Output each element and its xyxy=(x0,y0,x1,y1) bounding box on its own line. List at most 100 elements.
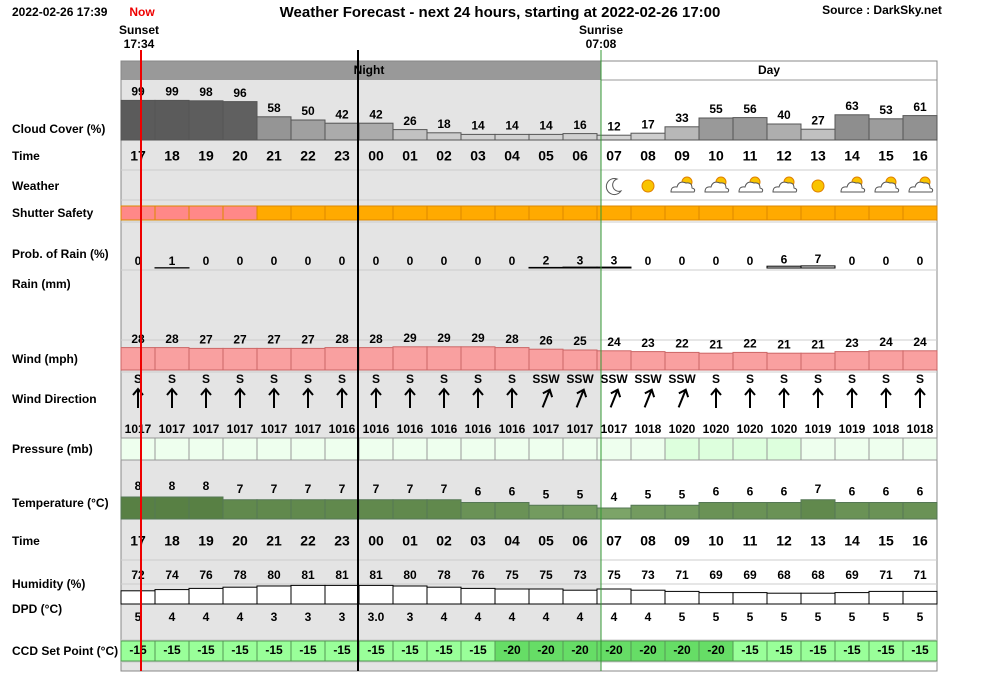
cell-value: 05 xyxy=(538,533,554,549)
temp-bar xyxy=(529,505,563,519)
cell-value: 0 xyxy=(679,254,686,268)
cell-value: 18 xyxy=(164,533,180,549)
cloud-bar xyxy=(835,115,869,140)
shutter-cell xyxy=(325,206,359,220)
cell-value: 81 xyxy=(301,568,315,582)
cell-value: 02 xyxy=(436,533,452,549)
cell-value: 0 xyxy=(407,254,414,268)
pressure-cell xyxy=(835,438,869,460)
temp-bar xyxy=(121,497,155,519)
cell-value: 80 xyxy=(403,568,417,582)
cell-value: 20 xyxy=(232,533,248,549)
shutter-cell xyxy=(495,206,529,220)
cell-value: -15 xyxy=(911,643,929,657)
cell-value: 22 xyxy=(743,337,757,351)
cell-value: 73 xyxy=(641,568,655,582)
cell-value: 3 xyxy=(611,253,618,267)
humidity-bar xyxy=(733,593,767,604)
cell-value: S xyxy=(168,372,176,386)
humidity-bar xyxy=(223,587,257,604)
cell-value: 81 xyxy=(335,568,349,582)
cell-value: 4 xyxy=(577,610,584,624)
cloud-bar xyxy=(801,129,835,140)
cell-value: 75 xyxy=(539,568,553,582)
rain-bar xyxy=(767,266,801,268)
cell-value: 6 xyxy=(849,485,856,499)
cell-value: 1020 xyxy=(737,422,764,436)
cell-value: 42 xyxy=(335,107,349,121)
shutter-cell xyxy=(529,206,563,220)
cell-value: 75 xyxy=(607,568,621,582)
cell-value: 6 xyxy=(509,485,516,499)
cell-value: 78 xyxy=(437,568,451,582)
cell-value: 5 xyxy=(917,610,924,624)
cell-value: 7 xyxy=(407,482,414,496)
shutter-cell xyxy=(699,206,733,220)
cell-value: 8 xyxy=(169,479,176,493)
cell-value: 99 xyxy=(165,85,179,99)
cloud-bar xyxy=(665,127,699,140)
humidity-bar xyxy=(427,587,461,604)
cell-value: 73 xyxy=(573,568,587,582)
cell-value: 76 xyxy=(471,568,485,582)
cell-value: 80 xyxy=(267,568,281,582)
humidity-bar xyxy=(495,589,529,604)
cell-value: 6 xyxy=(475,485,482,499)
temp-bar xyxy=(665,505,699,519)
shutter-cell xyxy=(903,206,937,220)
cell-value: 19 xyxy=(198,533,214,549)
cell-value: -15 xyxy=(129,643,147,657)
cell-value: -15 xyxy=(367,643,385,657)
temp-bar xyxy=(393,500,427,519)
wind-bar xyxy=(563,350,597,370)
cell-value: 96 xyxy=(233,86,247,100)
cell-value: 13 xyxy=(810,148,826,164)
cell-value: 76 xyxy=(199,568,213,582)
cell-value: 28 xyxy=(505,332,519,346)
pressure-cell xyxy=(223,438,257,460)
cell-value: S xyxy=(508,372,516,386)
cell-value: 1016 xyxy=(465,422,492,436)
shutter-cell xyxy=(733,206,767,220)
shutter-cell xyxy=(393,206,427,220)
cell-value: S xyxy=(338,372,346,386)
wind-bar xyxy=(801,353,835,370)
cell-value: 14 xyxy=(471,119,485,133)
cell-value: 07 xyxy=(606,533,622,549)
cell-value: 11 xyxy=(743,533,758,549)
cell-value: 22 xyxy=(300,533,316,549)
cell-value: 1016 xyxy=(329,422,356,436)
pressure-cell xyxy=(393,438,427,460)
cell-value: 4 xyxy=(237,610,244,624)
cell-value: 1016 xyxy=(431,422,458,436)
cell-value: -20 xyxy=(537,643,555,657)
pressure-cell xyxy=(291,438,325,460)
cell-value: 4 xyxy=(203,610,210,624)
cell-value: 12 xyxy=(776,533,792,549)
humidity-bar xyxy=(257,586,291,604)
cell-value: 0 xyxy=(645,254,652,268)
pressure-cell xyxy=(563,438,597,460)
pressure-cell xyxy=(631,438,665,460)
wind-arrow xyxy=(674,388,690,409)
cell-value: 55 xyxy=(709,102,723,116)
cell-value: -15 xyxy=(775,643,793,657)
cell-value: 1019 xyxy=(839,422,866,436)
cell-value: 4 xyxy=(475,610,482,624)
row-label: Rain (mm) xyxy=(12,277,71,291)
cell-value: 3 xyxy=(407,610,414,624)
pressure-cell xyxy=(325,438,359,460)
cell-value: 08 xyxy=(640,148,656,164)
cell-value: 3 xyxy=(577,253,584,267)
cloud-bar xyxy=(767,124,801,140)
cell-value: 17 xyxy=(641,117,655,131)
cloud-bar xyxy=(223,102,257,140)
cell-value: 4 xyxy=(441,610,448,624)
cell-value: 7 xyxy=(271,482,278,496)
row-label: Wind Direction xyxy=(12,392,97,406)
cell-value: -20 xyxy=(571,643,589,657)
cell-value: 5 xyxy=(849,610,856,624)
moon-icon xyxy=(606,179,621,195)
pressure-cell xyxy=(869,438,903,460)
pressure-cell xyxy=(427,438,461,460)
